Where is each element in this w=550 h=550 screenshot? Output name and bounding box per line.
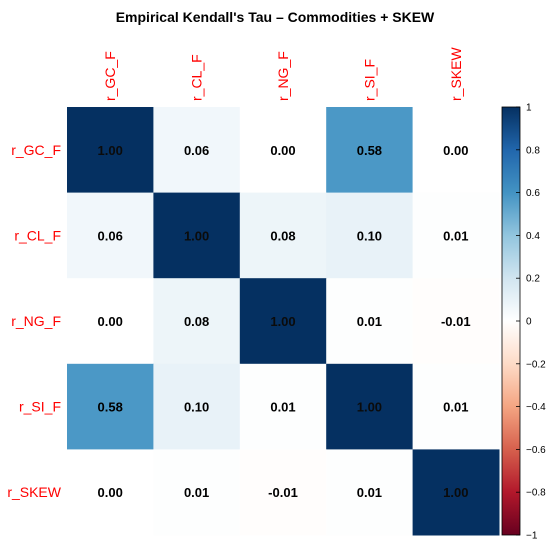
cell-value-label: 1.00	[443, 485, 468, 500]
colorbar-tick-label: 0	[526, 317, 532, 328]
column-label: r_GC_F	[102, 51, 118, 101]
cell-value-label: 0.10	[357, 228, 382, 243]
heatmap-cell	[67, 192, 154, 279]
column-label: r_SI_F	[361, 59, 377, 101]
heatmap-cell	[67, 107, 154, 194]
colorbar-tick-label: −1	[526, 531, 538, 542]
heatmap-cell	[153, 449, 241, 536]
color-legend: 1 0.8 0.6 0.4 0.2 0 −0.2 −0.4 −0.6 −0.8 −1	[501, 103, 546, 542]
heatmap-cell	[412, 278, 500, 365]
cell-value-label: 1.00	[184, 228, 209, 243]
heatmap-cell	[67, 278, 154, 365]
column-labels: r_GC_F r_CL_F r_NG_F r_SI_F r_SKEW	[102, 47, 464, 101]
cell-value-label: 0.01	[443, 400, 468, 415]
cell-value-label: 0.00	[443, 143, 468, 158]
heatmap-cell	[153, 107, 241, 194]
cell-value-label: 0.00	[98, 485, 123, 500]
heatmap-cell	[412, 449, 500, 536]
cell-value-label: 0.01	[357, 314, 382, 329]
heatmap-cell	[412, 363, 500, 450]
heatmap-cell	[239, 278, 327, 365]
heatmap-cell	[326, 278, 414, 365]
row-label: r_SKEW	[7, 484, 61, 500]
colorbar-tick-label: 1	[526, 103, 532, 114]
cell-value-label: 0.58	[98, 400, 123, 415]
cell-value-label: 0.08	[270, 228, 295, 243]
row-label: r_GC_F	[11, 142, 61, 158]
cell-value-label: 0.06	[184, 143, 209, 158]
cell-value-label: 0.01	[270, 400, 295, 415]
cell-value-label: 0.58	[357, 143, 382, 158]
colorbar-tick-label: −0.2	[526, 359, 546, 370]
heatmap-cells: 1.00 0.06 0.00 0.58 0.00 0.06 1.00 0.08 0.10 0.01…	[67, 107, 500, 536]
cell-value-label: -0.01	[441, 314, 471, 329]
heatmap-cell	[326, 192, 414, 279]
heatmap-cell	[326, 449, 414, 536]
column-label: r_NG_F	[275, 51, 291, 101]
column-label: r_CL_F	[189, 54, 205, 101]
cell-value-label: 0.08	[184, 314, 209, 329]
heatmap-cell	[153, 363, 241, 450]
column-label: r_SKEW	[448, 47, 464, 101]
cell-value-label: 1.00	[357, 400, 382, 415]
cell-value-label: 0.01	[443, 228, 468, 243]
heatmap-cell	[67, 363, 154, 450]
cell-value-label: 0.01	[184, 485, 209, 500]
heatmap-cell	[239, 192, 327, 279]
colorbar-tick-label: 0.6	[526, 188, 540, 199]
cell-value-label: 1.00	[270, 314, 295, 329]
heatmap-cell	[239, 107, 327, 194]
cell-value-label: 1.00	[98, 143, 123, 158]
cell-value-label: 0.06	[98, 228, 123, 243]
row-labels: r_GC_F r_CL_F r_NG_F r_SI_F r_SKEW	[7, 142, 61, 500]
colorbar-tick-label: −0.4	[526, 402, 546, 413]
cell-value-label: -0.01	[268, 485, 298, 500]
cell-value-label: 0.10	[184, 400, 209, 415]
colorbar-tick-label: 0.4	[526, 231, 540, 242]
cell-value-label: 0.01	[357, 485, 382, 500]
colorbar-tick-label: −0.8	[526, 488, 546, 499]
cell-value-label: 0.00	[98, 314, 123, 329]
row-label: r_SI_F	[19, 399, 61, 415]
cell-value-label: 0.00	[270, 143, 295, 158]
colorbar-tick-label: 0.8	[526, 145, 540, 156]
row-label: r_NG_F	[11, 313, 61, 329]
heatmap-cell	[412, 107, 500, 194]
heatmap-cell	[326, 363, 414, 450]
heatmap-cell	[239, 363, 327, 450]
heatmap-cell	[412, 192, 500, 279]
heatmap-cell	[153, 192, 241, 279]
heatmap-cell	[239, 449, 327, 536]
heatmap-cell	[153, 278, 241, 365]
chart-title: Empirical Kendall's Tau – Commodities + …	[116, 9, 435, 25]
colorbar-tick-label: 0.2	[526, 274, 540, 285]
heatmap-cell	[326, 107, 414, 194]
row-label: r_CL_F	[14, 227, 61, 243]
colorbar-tick-label: −0.6	[526, 445, 546, 456]
heatmap-cell	[67, 449, 154, 536]
